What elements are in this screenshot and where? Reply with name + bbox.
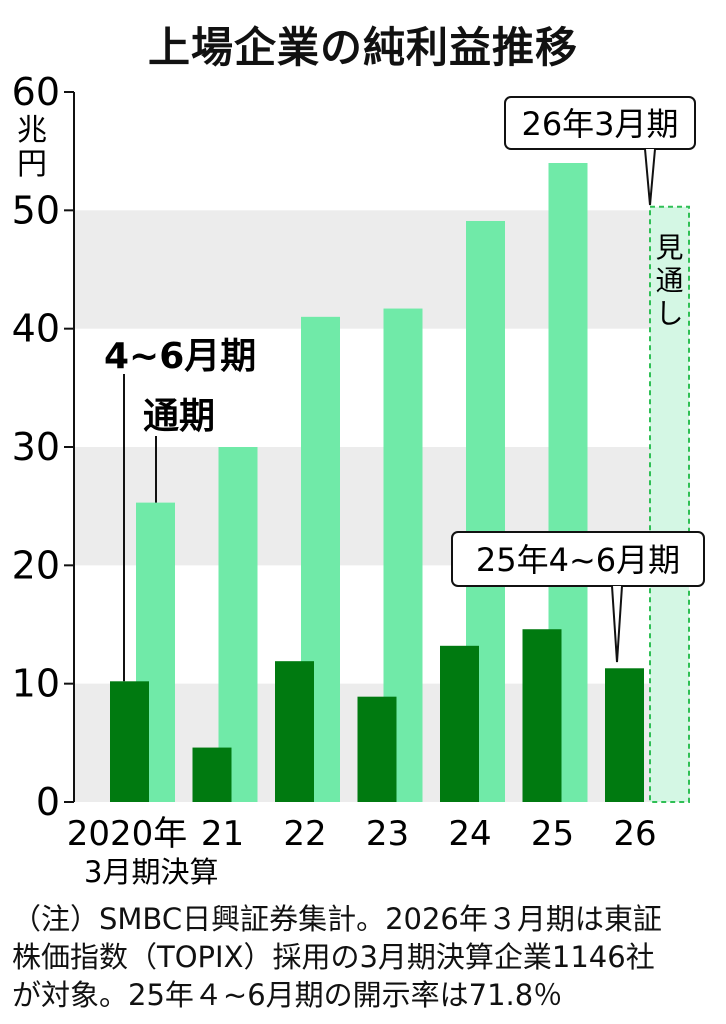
y-tick-label: 20 — [12, 543, 60, 587]
legend-full-year: 通期 — [143, 396, 215, 437]
callout-fy26-label: 26年3月期 — [521, 105, 678, 143]
bar-q1 — [522, 629, 562, 802]
y-tick-label: 40 — [12, 307, 60, 351]
y-tick-label: 60 — [12, 70, 60, 114]
legend-q1: 4~6月期 — [104, 336, 256, 377]
x-tick-label: 22 — [283, 814, 326, 854]
bar-q1 — [357, 696, 397, 802]
forecast-label: し — [655, 297, 683, 330]
x-tick-label: 2020年 — [67, 814, 188, 854]
y-tick-label: 30 — [12, 425, 60, 469]
bar-q1 — [192, 747, 232, 802]
x-tick-label: 21 — [201, 814, 244, 854]
chart-title: 上場企業の純利益推移 — [147, 23, 578, 72]
y-axis-label: 円 — [17, 147, 47, 182]
y-axis-label: 兆 — [17, 113, 47, 148]
callout-q25-box — [451, 531, 705, 587]
forecast-bar — [649, 205, 690, 804]
footnote-line: が対象。25年４~6月期の開示率は71.8％ — [12, 978, 563, 1012]
forecast-label: 見 — [655, 231, 683, 264]
x-tick-label: 23 — [366, 814, 409, 854]
x-tick-label: 26 — [613, 814, 656, 854]
bar-q1 — [275, 661, 314, 802]
forecast-label: 通 — [655, 264, 683, 297]
x-axis-sublabel: 3月期決算 — [84, 855, 218, 889]
footnote: （注）SMBC日興証券集計。2026年３月期は東証 株価指数（TOPIX）採用の… — [12, 900, 712, 1014]
grid-band — [74, 210, 690, 329]
bar-q1 — [605, 668, 644, 802]
y-tick-label: 50 — [12, 188, 60, 232]
footnote-line: （注）SMBC日興証券集計。2026年３月期は東証 — [12, 902, 662, 936]
callout-fy26-box — [504, 96, 696, 150]
x-tick-label: 24 — [448, 814, 491, 854]
y-tick-label: 0 — [36, 780, 60, 824]
callout-fy26-pointer — [644, 148, 656, 206]
bar-full-year — [218, 447, 258, 802]
callout-q25-pointer — [611, 585, 623, 663]
footnote-line: 株価指数（TOPIX）採用の3月期決算企業1146社 — [12, 940, 655, 974]
bar-q1 — [110, 681, 149, 802]
callout-q25-label: 25年4~6月期 — [476, 541, 680, 579]
y-tick-label: 10 — [12, 662, 60, 706]
bar-q1 — [440, 645, 479, 802]
x-tick-label: 25 — [531, 814, 574, 854]
